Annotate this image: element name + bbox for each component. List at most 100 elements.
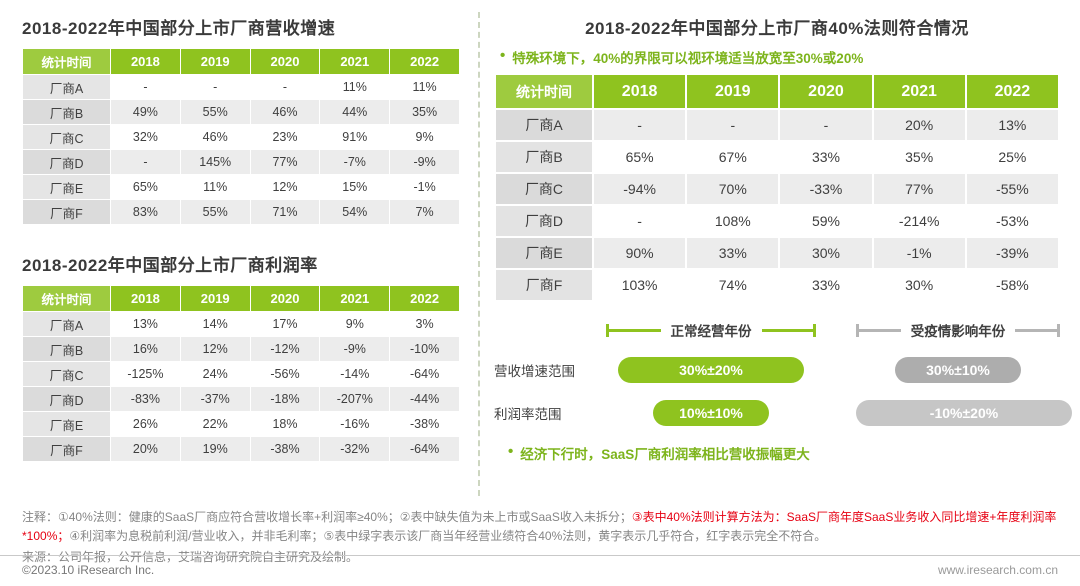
website-url: www.iresearch.com.cn [937, 563, 1058, 577]
value-cell: 11% [319, 74, 391, 100]
conclusion-text: 经济下行时，SaaS厂商利润率相比营收振幅更大 [520, 447, 810, 462]
value-cell: 19% [179, 436, 251, 462]
rule40-note-text: 特殊环境下，40%的界限可以视环境适当放宽至30%或20% [512, 51, 864, 66]
covid-zone: 30%±10% [856, 357, 1060, 383]
revenue-range-row: 营收增速范围 30%±20% 30%±10% [494, 357, 1060, 383]
table-row: 厂商C -125% 24% -56% -14% -64% [22, 361, 460, 387]
value-cell: -10% [389, 336, 460, 362]
value-cell: -55% [966, 174, 1058, 204]
left-column: 2018-2022年中国部分上市厂商营收增速 统计时间 2018 2019 2020 2… [22, 10, 462, 496]
bracket-line [761, 328, 813, 332]
value-cell: 9% [319, 311, 391, 337]
rule40-compliance-table: 统计时间 2018 2019 2020 2021 2022 厂商A - - -20% 13% 厂商B 6… [494, 73, 1060, 302]
table-row: 厂商A - - -11% 11% [22, 74, 460, 100]
value-cell: 11% [179, 174, 251, 200]
year-header: 2018 [110, 48, 181, 75]
value-cell: -1% [389, 174, 460, 200]
vendor-label: 厂商C [496, 174, 592, 204]
value-cell: -9% [319, 336, 391, 362]
footnote-part1: 注释：①40%法则：健康的SaaS厂商应符合营收增长率+利润率≥40%；②表中缺… [22, 510, 632, 524]
year-header: 2019 [179, 48, 251, 75]
year-header: 2022 [966, 75, 1058, 108]
vendor-label: 厂商F [22, 436, 111, 462]
bracket-cap-icon [1057, 323, 1060, 337]
value-cell: 32% [110, 124, 181, 150]
year-header: 2020 [249, 48, 321, 75]
value-cell: 33% [780, 142, 872, 172]
year-header: 2018 [594, 75, 686, 108]
value-cell: 25% [966, 142, 1058, 172]
value-cell: 12% [249, 174, 321, 200]
revenue-range-label: 营收增速范围 [494, 364, 575, 379]
value-cell: -125% [110, 361, 181, 387]
value-cell: -16% [319, 411, 391, 437]
bracket-cap-icon [606, 323, 609, 337]
rule40-note-bullet: • 特殊环境下，40%的界限可以视环境适当放宽至30%或20% [500, 47, 1060, 67]
value-cell: 35% [389, 99, 460, 125]
value-cell: 16% [110, 336, 181, 362]
value-cell: 20% [873, 110, 965, 140]
vendor-label: 厂商F [496, 270, 592, 300]
value-cell: 67% [687, 142, 779, 172]
value-cell: 26% [110, 411, 181, 437]
value-cell: 83% [110, 199, 181, 225]
vendor-label: 厂商A [22, 74, 111, 100]
content-area: 2018-2022年中国部分上市厂商营收增速 统计时间 2018 2019 2020 2… [22, 10, 1072, 496]
value-cell: 65% [110, 174, 181, 200]
vendor-label: 厂商E [496, 238, 592, 268]
value-cell: 14% [179, 311, 251, 337]
vendor-label: 厂商C [22, 361, 111, 387]
value-cell: 18% [249, 411, 321, 437]
normal-zone: 30%±20% [606, 357, 816, 383]
value-cell: 12% [179, 336, 251, 362]
timeline-brackets: 正常经营年份 受疫情影响年份 [494, 320, 1060, 340]
profit-margin-table-title: 2018-2022年中国部分上市厂商利润率 [22, 256, 318, 275]
year-header: 2022 [389, 48, 460, 75]
value-cell: 46% [249, 99, 321, 125]
conclusion-bullet: • 经济下行时，SaaS厂商利润率相比营收振幅更大 [508, 443, 1060, 463]
value-cell: -64% [389, 436, 460, 462]
value-cell: -38% [389, 411, 460, 437]
vendor-label: 厂商D [22, 386, 111, 412]
rule40-table-title: 2018-2022年中国部分上市厂商40%法则符合情况 [585, 19, 969, 38]
value-cell: 7% [389, 199, 460, 225]
copyright-text: ©2023.10 iResearch Inc. [22, 563, 155, 577]
value-cell: 55% [179, 199, 251, 225]
value-cell: - [594, 110, 686, 140]
year-header: 2018 [110, 285, 181, 312]
value-cell: -44% [389, 386, 460, 412]
value-cell: -37% [179, 386, 251, 412]
value-cell: -58% [966, 270, 1058, 300]
year-header: 2021 [873, 75, 965, 108]
vendor-label: 厂商B [22, 99, 111, 125]
stat-period-header: 统计时间 [496, 75, 592, 108]
value-cell: 44% [319, 99, 391, 125]
year-header: 2022 [389, 285, 460, 312]
value-cell: -7% [319, 149, 391, 175]
value-cell: 30% [873, 270, 965, 300]
value-cell: 59% [780, 206, 872, 236]
value-cell: -33% [780, 174, 872, 204]
table-header-row: 统计时间 2018 2019 2020 2021 2022 [496, 75, 1058, 108]
footnote-part3: ④利润率为息税前利润/营业收入，并非毛利率；⑤表中绿字表示该厂商当年经营业绩符合… [69, 528, 827, 543]
year-header: 2021 [319, 285, 391, 312]
value-cell: 46% [179, 124, 251, 150]
bracket-line [609, 328, 661, 332]
profit-range-row: 利润率范围 10%±10% -10%±20% [494, 400, 1072, 426]
covid-zone: -10%±20% [856, 400, 1072, 426]
value-cell: 91% [319, 124, 391, 150]
value-cell: -214% [873, 206, 965, 236]
value-cell: -94% [594, 174, 686, 204]
value-cell: 35% [873, 142, 965, 172]
value-cell: -53% [966, 206, 1058, 236]
vendor-label: 厂商F [22, 199, 111, 225]
value-cell: 9% [389, 124, 460, 150]
bracket-cap-icon [813, 323, 816, 337]
value-cell: 90% [594, 238, 686, 268]
table-row: 厂商E 90% 33% 30% -1% -39% [496, 238, 1058, 268]
bullet-dot-icon: • [500, 47, 506, 64]
value-cell: -9% [389, 149, 460, 175]
stat-period-header: 统计时间 [22, 48, 111, 75]
value-cell: 24% [179, 361, 251, 387]
